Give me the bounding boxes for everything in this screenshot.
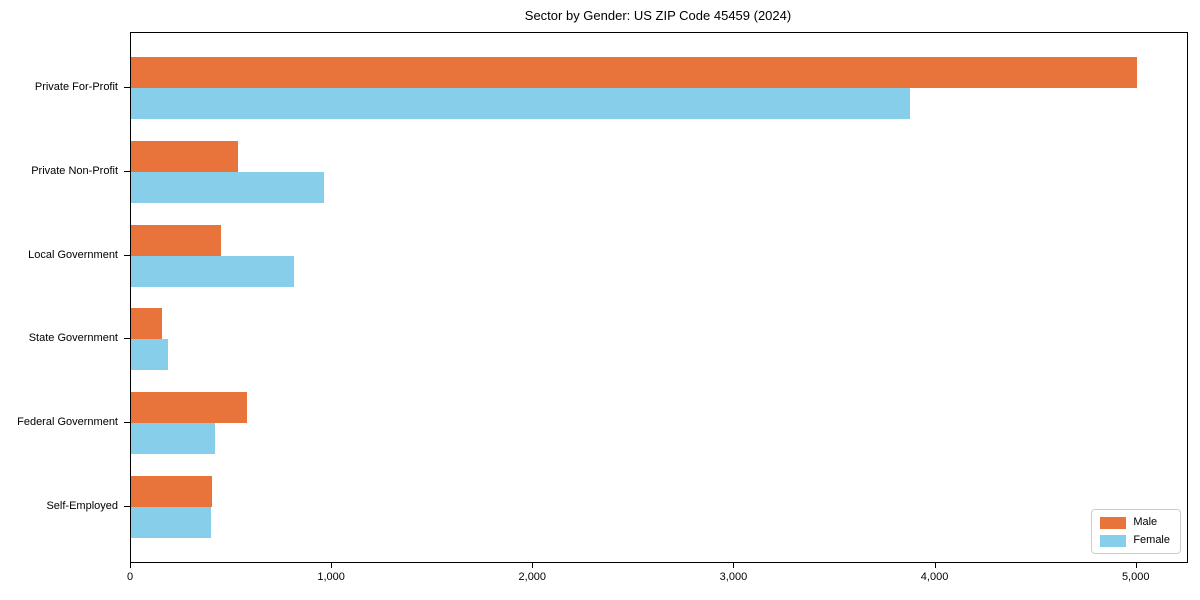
bar-female-private-non-profit [131,171,325,203]
category-label-private-non-profit: Private Non-Profit [31,164,118,177]
y-tick-mark [124,170,130,172]
legend-swatch-female [1100,534,1127,547]
category-label-local-government: Local Government [28,248,118,261]
x-tick-label-0: 0 [126,571,134,583]
legend-label-male: Male [1133,516,1158,528]
bar-male-federal-government [131,392,247,424]
x-tick-mark [331,562,333,568]
x-tick-label-3-000: 3,000 [719,571,748,583]
bar-male-private-for-profit [131,56,1137,88]
legend-label-female: Female [1133,534,1170,546]
legend: Male Female [1091,509,1181,554]
bar-female-self-employed [131,507,212,539]
bar-male-state-government [131,308,163,340]
x-tick-mark [532,562,534,568]
category-label-federal-government: Federal Government [17,416,118,429]
x-tick-label-4-000: 4,000 [920,571,949,583]
category-label-private-for-profit: Private For-Profit [34,80,118,93]
bar-male-self-employed [131,476,213,508]
y-tick-mark [124,86,130,88]
bar-male-private-non-profit [131,140,238,172]
legend-swatch-male [1100,516,1127,529]
category-label-state-government: State Government [28,332,118,345]
y-tick-mark [124,254,130,256]
x-tick-label-1-000: 1,000 [317,571,345,583]
x-tick-mark [1135,562,1137,568]
x-tick-mark [934,562,936,568]
bar-male-local-government [131,224,221,256]
bar-female-local-government [131,255,294,287]
x-tick-mark [733,562,735,568]
y-tick-mark [124,422,130,424]
x-tick-mark [130,562,131,568]
y-tick-mark [124,338,130,340]
bar-female-private-for-profit [131,87,911,119]
bar-female-federal-government [131,423,216,455]
y-tick-mark [124,506,130,508]
x-tick-label-5-000: 5,000 [1121,571,1150,583]
legend-row-male: Male [1100,516,1170,529]
legend-row-female: Female [1100,534,1170,547]
x-tick-label-2-000: 2,000 [518,571,547,583]
plot-area: Male Female [130,32,1188,563]
category-label-self-employed: Self-Employed [46,500,118,513]
bar-female-state-government [131,339,169,371]
chart-title: Sector by Gender: US ZIP Code 45459 (202… [524,8,792,23]
